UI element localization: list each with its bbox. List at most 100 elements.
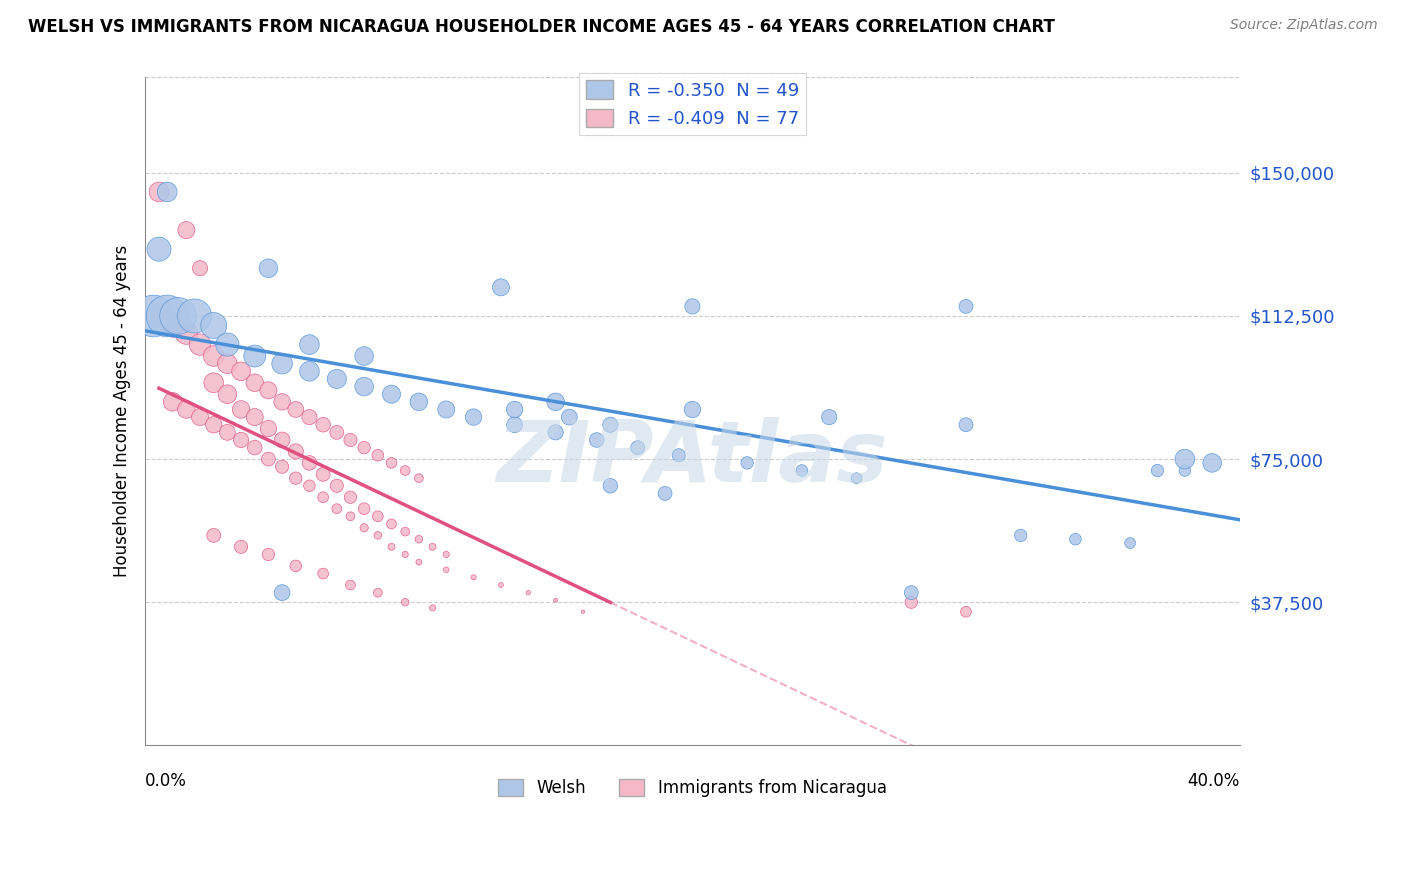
Point bbox=[339, 490, 361, 504]
Point bbox=[217, 425, 239, 440]
Point bbox=[257, 548, 280, 562]
Text: 40.0%: 40.0% bbox=[1187, 772, 1240, 790]
Point bbox=[599, 479, 621, 493]
Point bbox=[503, 402, 526, 417]
Point bbox=[298, 364, 321, 378]
Point bbox=[188, 337, 211, 351]
Point bbox=[380, 540, 402, 554]
Point bbox=[271, 433, 294, 447]
Point bbox=[544, 394, 567, 409]
Point bbox=[367, 509, 389, 524]
Point bbox=[353, 349, 375, 363]
Point bbox=[434, 402, 457, 417]
Point bbox=[183, 309, 205, 323]
Point bbox=[217, 337, 239, 351]
Point bbox=[558, 410, 581, 425]
Point bbox=[284, 444, 307, 458]
Point bbox=[367, 528, 389, 542]
Point bbox=[955, 417, 977, 432]
Point bbox=[818, 410, 841, 425]
Point bbox=[1146, 463, 1168, 477]
Point bbox=[162, 394, 184, 409]
Point bbox=[326, 425, 349, 440]
Point bbox=[845, 471, 868, 485]
Point bbox=[353, 501, 375, 516]
Point bbox=[339, 578, 361, 592]
Point bbox=[156, 309, 179, 323]
Point bbox=[243, 441, 266, 455]
Point bbox=[202, 528, 225, 542]
Point bbox=[217, 387, 239, 401]
Point bbox=[790, 463, 813, 477]
Point bbox=[176, 326, 198, 340]
Point bbox=[298, 337, 321, 351]
Point bbox=[585, 433, 607, 447]
Point bbox=[394, 463, 416, 477]
Point bbox=[463, 410, 485, 425]
Point bbox=[312, 566, 335, 581]
Point bbox=[257, 261, 280, 276]
Point bbox=[271, 394, 294, 409]
Point bbox=[326, 501, 349, 516]
Point bbox=[380, 516, 402, 531]
Point bbox=[463, 570, 485, 584]
Point bbox=[284, 402, 307, 417]
Point bbox=[156, 185, 179, 199]
Point bbox=[257, 384, 280, 398]
Point bbox=[900, 585, 922, 599]
Point bbox=[353, 521, 375, 535]
Point bbox=[627, 441, 650, 455]
Point bbox=[367, 585, 389, 599]
Point bbox=[167, 309, 190, 323]
Point bbox=[148, 309, 170, 323]
Point bbox=[202, 349, 225, 363]
Point bbox=[148, 185, 170, 199]
Point bbox=[142, 309, 165, 323]
Point bbox=[188, 410, 211, 425]
Text: ZIPAtlas: ZIPAtlas bbox=[496, 417, 889, 500]
Point bbox=[681, 300, 703, 314]
Point bbox=[257, 421, 280, 435]
Point bbox=[162, 318, 184, 333]
Point bbox=[312, 467, 335, 482]
Point bbox=[668, 448, 690, 462]
Point bbox=[489, 578, 512, 592]
Point bbox=[1119, 536, 1142, 550]
Y-axis label: Householder Income Ages 45 - 64 years: Householder Income Ages 45 - 64 years bbox=[114, 245, 131, 577]
Point bbox=[202, 318, 225, 333]
Point bbox=[229, 402, 252, 417]
Point bbox=[380, 456, 402, 470]
Legend: Welsh, Immigrants from Nicaragua: Welsh, Immigrants from Nicaragua bbox=[492, 772, 893, 804]
Point bbox=[544, 425, 567, 440]
Point bbox=[408, 555, 430, 569]
Point bbox=[339, 509, 361, 524]
Point bbox=[148, 242, 170, 256]
Point bbox=[243, 376, 266, 390]
Point bbox=[217, 357, 239, 371]
Point bbox=[408, 471, 430, 485]
Point bbox=[298, 479, 321, 493]
Point bbox=[176, 223, 198, 237]
Point bbox=[312, 417, 335, 432]
Point bbox=[1174, 452, 1197, 467]
Point bbox=[243, 349, 266, 363]
Point bbox=[900, 595, 922, 609]
Point bbox=[353, 441, 375, 455]
Point bbox=[394, 548, 416, 562]
Point bbox=[188, 261, 211, 276]
Point bbox=[353, 379, 375, 393]
Point bbox=[229, 364, 252, 378]
Point bbox=[1201, 456, 1223, 470]
Point bbox=[202, 376, 225, 390]
Point bbox=[326, 372, 349, 386]
Point bbox=[544, 593, 567, 607]
Point bbox=[394, 524, 416, 539]
Point bbox=[176, 402, 198, 417]
Point bbox=[434, 563, 457, 577]
Text: WELSH VS IMMIGRANTS FROM NICARAGUA HOUSEHOLDER INCOME AGES 45 - 64 YEARS CORRELA: WELSH VS IMMIGRANTS FROM NICARAGUA HOUSE… bbox=[28, 18, 1054, 36]
Point bbox=[1174, 463, 1197, 477]
Point bbox=[229, 540, 252, 554]
Point bbox=[422, 540, 444, 554]
Point bbox=[735, 456, 758, 470]
Point bbox=[654, 486, 676, 500]
